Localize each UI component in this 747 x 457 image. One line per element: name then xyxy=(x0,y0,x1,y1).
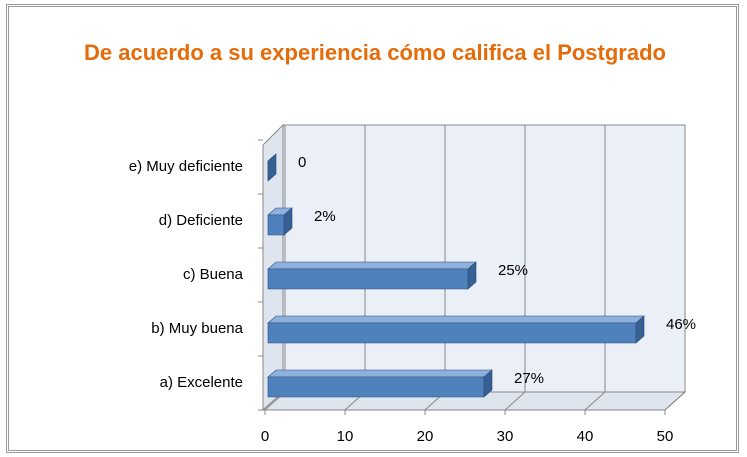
value-label: 27% xyxy=(514,370,544,387)
bar xyxy=(267,153,277,182)
floor-line xyxy=(584,391,606,411)
y-tick-label: c) Buena xyxy=(183,266,244,283)
bar xyxy=(267,261,477,290)
x-tick-label: 0 xyxy=(261,428,269,445)
value-label: 25% xyxy=(498,262,528,279)
bar-side xyxy=(467,261,477,290)
bar-top xyxy=(267,369,493,378)
y-tick-label: a) Excelente xyxy=(160,374,243,391)
y-tick-label: d) Deficiente xyxy=(159,212,243,229)
bar-front xyxy=(267,322,637,344)
value-label: 0 xyxy=(298,154,306,171)
x-tick-label: 30 xyxy=(497,428,514,445)
y-tick-label: e) Muy deficiente xyxy=(129,158,243,175)
bar-side xyxy=(635,315,645,344)
chart-title: De acuerdo a su experiencia cómo calific… xyxy=(83,40,666,65)
x-tick-label: 50 xyxy=(657,428,674,445)
bar xyxy=(267,369,493,398)
x-tick-label: 10 xyxy=(337,428,354,445)
bar xyxy=(267,315,645,344)
bar-top xyxy=(267,261,477,270)
bar-top xyxy=(267,315,645,324)
bar-side xyxy=(483,369,493,398)
back-wall xyxy=(282,124,686,393)
bar-front xyxy=(267,376,485,398)
floor-line xyxy=(664,391,686,411)
bar-front xyxy=(267,214,285,236)
chart-frame xyxy=(6,4,739,453)
floor-line xyxy=(504,391,526,411)
value-label: 46% xyxy=(666,316,696,333)
bar-side xyxy=(283,207,293,236)
bar-front xyxy=(267,268,469,290)
y-tick-label: b) Muy buena xyxy=(151,320,243,337)
value-label: 2% xyxy=(314,208,336,225)
bar-side xyxy=(267,153,277,182)
x-tick-label: 40 xyxy=(577,428,594,445)
x-tick-label: 20 xyxy=(417,428,434,445)
bar xyxy=(267,207,293,236)
